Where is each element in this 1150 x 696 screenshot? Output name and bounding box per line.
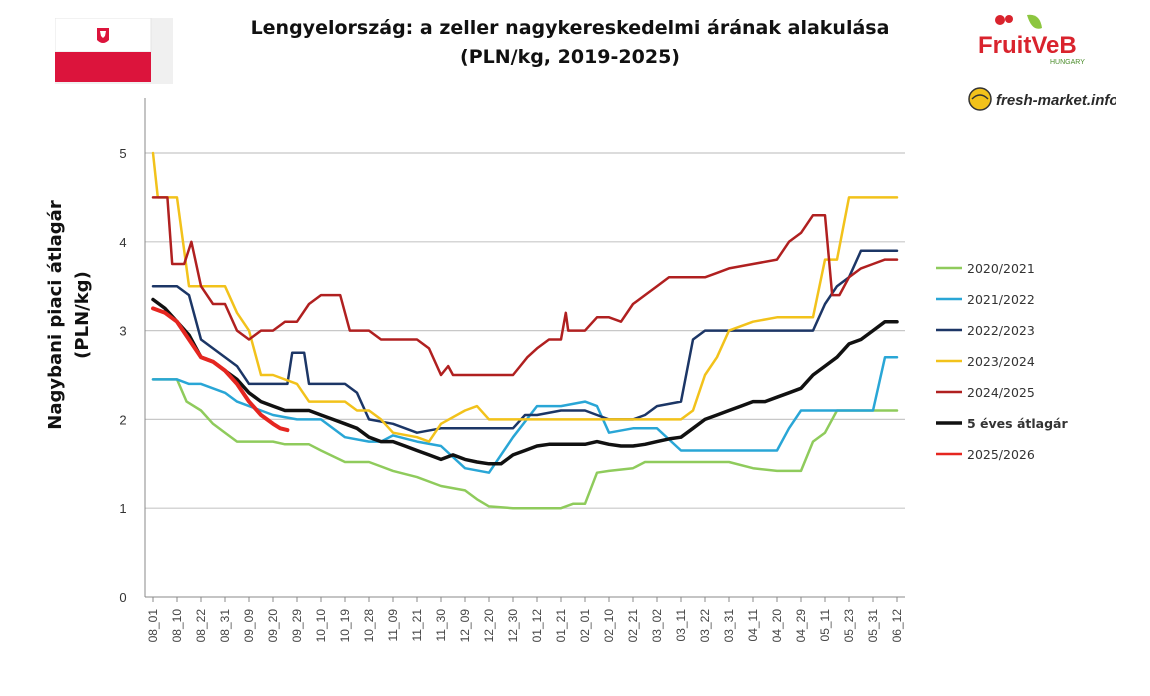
x-tick-label: 04_20 (770, 609, 784, 643)
x-tick-label: 04_29 (794, 609, 808, 643)
y-tick-label: 5 (119, 146, 126, 161)
freshmarket-globe-icon (968, 87, 992, 111)
title-line-1: Lengyelország: a zeller nagykereskedelmi… (250, 17, 890, 39)
series-line-5 (151, 196, 899, 377)
x-tick-label: 03_02 (650, 609, 664, 643)
x-tick-label: 09_20 (266, 609, 280, 643)
legend-label: 2025/2026 (967, 447, 1035, 462)
fruitveb-logo: FruitVeB HUNGARY (978, 14, 1085, 66)
legend-label: 2023/2024 (967, 354, 1035, 369)
x-tick-label: 10_28 (362, 609, 376, 643)
y-tick-label: 3 (119, 324, 126, 339)
x-tick-label: 08_10 (170, 609, 184, 643)
x-tick-label: 02_21 (626, 609, 640, 643)
legend-label: 2024/2025 (967, 385, 1035, 400)
x-tick-label: 08_22 (194, 609, 208, 643)
legend-label: 2022/2023 (967, 323, 1035, 338)
freshmarket-wordmark: fresh-market.info (996, 92, 1116, 109)
x-tick-label: 05_11 (818, 609, 832, 642)
x-tick-label: 09_29 (290, 609, 304, 643)
x-tick-label: 03_31 (722, 609, 736, 643)
x-tick-label: 01_21 (554, 609, 568, 643)
x-tick-label: 12_09 (458, 609, 472, 643)
title-line-2: (PLN/kg, 2019-2025) (460, 46, 680, 68)
x-tick-label: 03_11 (674, 609, 688, 642)
x-tick-label: 01_12 (530, 609, 544, 643)
x-tick-label: 03_22 (698, 609, 712, 643)
series-line-7 (151, 306, 290, 433)
y-tick-label: 1 (119, 501, 126, 516)
series-line-6 (151, 297, 899, 466)
legend: 2020/2021 2021/2022 2022/2023 2023/2024 2024… (936, 261, 1068, 462)
x-tick-label: 02_01 (578, 609, 592, 643)
x-tick-label: 10_10 (314, 609, 328, 643)
fruitveb-country: HUNGARY (1050, 59, 1085, 66)
x-tick-label: 12_20 (482, 609, 496, 643)
series-lines (151, 151, 899, 510)
y-tick-label: 4 (119, 235, 126, 250)
x-tick-label: 11_30 (434, 609, 448, 642)
chart-title: Lengyelország: a zeller nagykereskedelmi… (230, 14, 910, 72)
y-tick-label: 2 (119, 412, 126, 427)
x-tick-label: 08_31 (218, 609, 232, 643)
series-line-3 (151, 249, 899, 434)
x-tick-label: 02_10 (602, 609, 616, 643)
legend-label: 2020/2021 (967, 261, 1035, 276)
legend-label: 2021/2022 (967, 292, 1035, 307)
x-tick-label: 11_09 (386, 609, 400, 642)
x-tick-label: 12_30 (506, 609, 520, 643)
poland-flag (55, 18, 173, 84)
legend-label: 5 éves átlagár (967, 416, 1068, 431)
x-tick-label: 06_12 (890, 609, 904, 643)
cherry-icon (995, 15, 1005, 25)
series-line-4 (151, 151, 899, 443)
series-line-1 (151, 378, 899, 510)
x-tick-label: 11_21 (410, 609, 424, 642)
x-tick-label: 08_01 (146, 609, 160, 643)
fruitveb-wordmark: FruitVeB (978, 32, 1077, 59)
flag-red-band (55, 52, 151, 82)
x-tick-label: 04_11 (746, 609, 760, 642)
x-tick-label: 09_09 (242, 609, 256, 643)
x-tick-label: 05_31 (866, 609, 880, 643)
y-tick-label: 0 (119, 590, 126, 605)
x-tick-label: 10_19 (338, 609, 352, 643)
y-tick-labels: 0 1 2 3 4 5 (119, 146, 126, 605)
eagle-emblem-icon (97, 28, 109, 43)
x-tick-labels: 08_01 08_10 08_22 08_31 09_09 09_20 09_29 10_10… (146, 597, 904, 642)
freshmarket-logo: fresh-market.info (968, 87, 1116, 111)
x-tick-label: 05_23 (842, 609, 856, 643)
grid-lines (144, 98, 905, 598)
